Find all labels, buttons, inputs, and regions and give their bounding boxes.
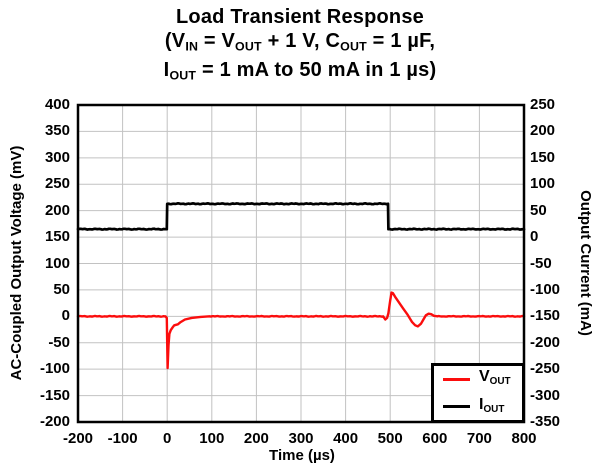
title-text: = 1 µF, — [366, 30, 436, 52]
y-right-tick-label: -100 — [530, 280, 561, 298]
legend-label-vout: VOUT — [479, 367, 511, 387]
y-left-tick-label: 300 — [44, 148, 70, 166]
y-left-tick-label: 350 — [44, 122, 70, 140]
y-right-tick-label: -250 — [530, 360, 561, 378]
y-right-tick-label: 100 — [530, 175, 556, 193]
iout-trace — [76, 201, 526, 231]
y-left-tick-label: -200 — [39, 413, 70, 430]
y-left-tick-label: 400 — [44, 96, 70, 113]
y-right-tick-label: 0 — [530, 228, 539, 246]
x-tick-label: 0 — [163, 430, 172, 447]
title-subscript: OUT — [235, 39, 262, 54]
x-tick-label: 700 — [466, 430, 492, 447]
x-tick-label: 500 — [377, 430, 403, 447]
title-text: = 1 mA to 50 mA in 1 µs) — [196, 59, 437, 82]
plot-border — [76, 103, 526, 424]
y-right-tick-label: -150 — [530, 307, 561, 325]
y-left-tick-label: 100 — [44, 254, 70, 272]
y-left-tick-label: 50 — [53, 280, 70, 298]
y-left-tick-label: 150 — [44, 228, 70, 246]
x-tick-label: 600 — [422, 430, 448, 447]
y-right-tick-label: -200 — [530, 333, 561, 351]
legend-entry-iout: IOUT — [443, 396, 522, 419]
title-subscript: IN — [185, 39, 199, 54]
x-tick-label: 100 — [199, 430, 225, 447]
legend-entry-vout: VOUT — [443, 368, 522, 391]
x-tick-label: -100 — [107, 430, 138, 447]
y-left-tick-label: 250 — [44, 175, 70, 193]
x-tick-label: 200 — [243, 430, 269, 447]
chart-title-line1: Load Transient Response — [0, 5, 600, 29]
y-right-tick-label: -50 — [530, 254, 552, 272]
vout-trace — [76, 291, 526, 370]
title-subscript: OUT — [340, 39, 367, 54]
chart-title: Load Transient Response (VIN = VOUT + 1 … — [0, 5, 600, 88]
title-subscript: OUT — [169, 68, 197, 83]
y-right-tick-label: 50 — [530, 201, 547, 219]
y-left-tick-label: 0 — [61, 307, 70, 325]
y-right-tick-label: 250 — [530, 96, 556, 113]
y-axis-left-title: AC-Coupled Output Voltage (mV) — [8, 145, 25, 381]
y-right-tick-label: 200 — [530, 122, 556, 140]
x-tick-label: -200 — [62, 430, 94, 447]
title-text: (V — [164, 30, 186, 52]
chart-title-line2: (VIN = VOUT + 1 V, COUT = 1 µF, — [0, 29, 600, 58]
y-right-tick-label: -350 — [530, 413, 561, 430]
y-axis-right-title: Output Current (mA) — [577, 190, 594, 336]
title-text: I — [163, 59, 170, 82]
legend: VOUT IOUT — [431, 363, 525, 423]
legend-label-iout: IOUT — [479, 395, 505, 415]
y-left-tick-label: -150 — [39, 386, 70, 404]
y-left-tick-label: 200 — [44, 201, 70, 219]
title-text: + 1 V, C — [261, 30, 341, 52]
chart-title-line3: IOUT = 1 mA to 50 mA in 1 µs) — [0, 58, 600, 87]
title-text: = V — [198, 30, 236, 52]
title-text: Load Transient Response — [176, 6, 424, 28]
y-left-tick-label: -100 — [39, 360, 70, 378]
y-right-tick-label: -300 — [530, 386, 561, 404]
legend-swatch-iout — [443, 405, 470, 409]
x-tick-label: 400 — [333, 430, 359, 447]
x-tick-label: 300 — [288, 430, 314, 447]
legend-swatch-vout — [443, 377, 470, 381]
x-axis-title: Time (µs) — [269, 447, 335, 464]
y-right-tick-label: 150 — [530, 148, 556, 166]
x-tick-label: 800 — [511, 430, 537, 447]
y-left-tick-label: -50 — [48, 333, 70, 351]
